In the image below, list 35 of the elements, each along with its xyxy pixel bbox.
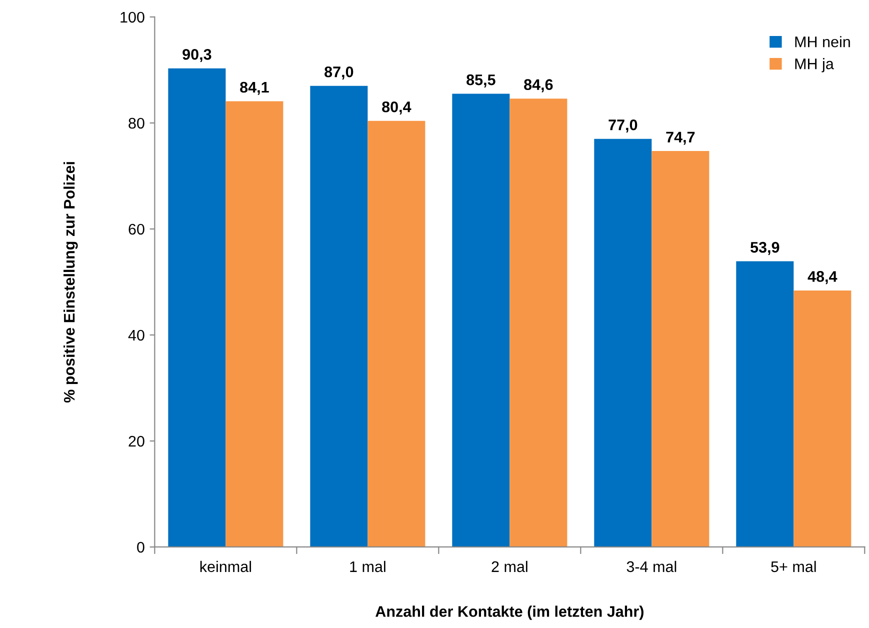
bar [652, 151, 710, 547]
data-label: 80,4 [382, 101, 412, 114]
data-label: 77,0 [608, 119, 638, 133]
y-tick-label: 100 [120, 12, 144, 23]
x-tick-label: 1 mal [350, 560, 386, 572]
legend-label: MH nein [795, 36, 850, 48]
bar [736, 261, 794, 547]
bar [168, 68, 226, 547]
x-tick-label: 2 mal [492, 560, 528, 572]
x-tick-label: 5+ mal [771, 560, 816, 572]
x-tick-label: 3-4 mal [626, 560, 676, 572]
data-label: 53,9 [750, 242, 780, 255]
data-label: 85,5 [466, 74, 496, 88]
bar [226, 101, 284, 547]
y-tick-label: 0 [137, 542, 144, 553]
x-axis-title: Anzahl der Kontakte (im letzten Jahr) [376, 606, 644, 620]
bar [510, 98, 568, 547]
y-tick-label: 80 [128, 118, 144, 129]
bar [594, 138, 652, 547]
y-tick-label: 40 [128, 330, 144, 341]
data-label: 84,1 [240, 82, 269, 95]
y-tick-label: 20 [128, 436, 144, 447]
bar [452, 94, 510, 547]
bar [310, 86, 368, 547]
data-label: 87,0 [324, 66, 354, 80]
bar [368, 120, 426, 547]
data-label: 48,4 [808, 271, 838, 284]
y-tick-label: 60 [128, 224, 144, 235]
x-tick-label: keinmal [200, 560, 251, 572]
data-label: 90,3 [182, 48, 212, 62]
data-label: 74,7 [666, 132, 695, 145]
bar [794, 290, 852, 547]
y-axis-title: % positive Einstellung zur Polizei [63, 162, 78, 403]
data-label: 84,6 [524, 79, 553, 92]
legend-label: MH ja [795, 58, 834, 72]
